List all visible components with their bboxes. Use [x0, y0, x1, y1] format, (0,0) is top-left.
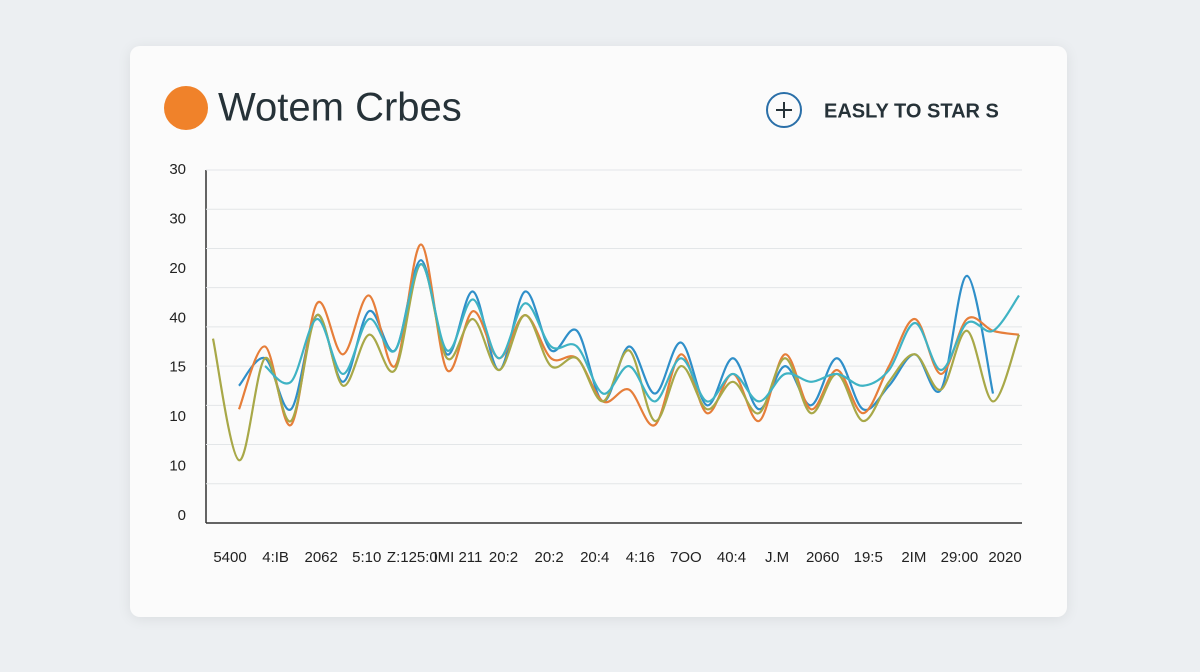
chart-title: Wotem Crbes [218, 86, 462, 130]
plus-sign[interactable] [776, 102, 792, 118]
y-tick-label: 10 [169, 458, 186, 475]
y-tick-label: 40 [169, 309, 186, 326]
x-tick-label: 19:5 [854, 549, 883, 566]
series-line [264, 263, 1020, 403]
card [130, 46, 1067, 617]
series-line [237, 243, 1020, 427]
x-tick-label: 7OO [670, 549, 702, 566]
y-tick-label: 0 [178, 507, 186, 524]
x-tick-label: 5:10 [352, 549, 381, 566]
x-tick-label: 5400 [213, 549, 246, 566]
title-dot [164, 86, 208, 130]
series-line [211, 263, 1021, 462]
action-button[interactable]: EASLY TO STAR S [766, 92, 999, 128]
x-tick-label: Z:125:0 [387, 549, 438, 566]
y-tick-label: 10 [169, 408, 186, 425]
x-tick-label: J.M [765, 549, 789, 566]
action-label[interactable]: EASLY TO STAR S [824, 100, 999, 122]
y-tick-label: 20 [169, 260, 186, 277]
x-tick-label: 20:4 [580, 549, 609, 566]
x-tick-label: IMI 211 [433, 549, 482, 566]
x-tick-label: 20:2 [489, 549, 518, 566]
x-tick-label: 40:4 [717, 549, 746, 566]
x-tick-label: 4:16 [626, 549, 655, 566]
plus-icon[interactable] [766, 92, 802, 128]
x-tick-label: 2062 [304, 549, 337, 566]
x-tick-label: 20:2 [535, 549, 564, 566]
y-tick-label: 30 [169, 210, 186, 227]
y-tick-label: 15 [169, 359, 186, 376]
x-tick-label: 2060 [806, 549, 839, 566]
x-tick-label: 29:00 [941, 549, 979, 566]
x-tick-label: 4:IB [262, 549, 289, 566]
x-tick-label: 2IM [901, 549, 926, 566]
y-tick-label: 30 [169, 161, 186, 178]
x-tick-label: 2020 [988, 549, 1021, 566]
